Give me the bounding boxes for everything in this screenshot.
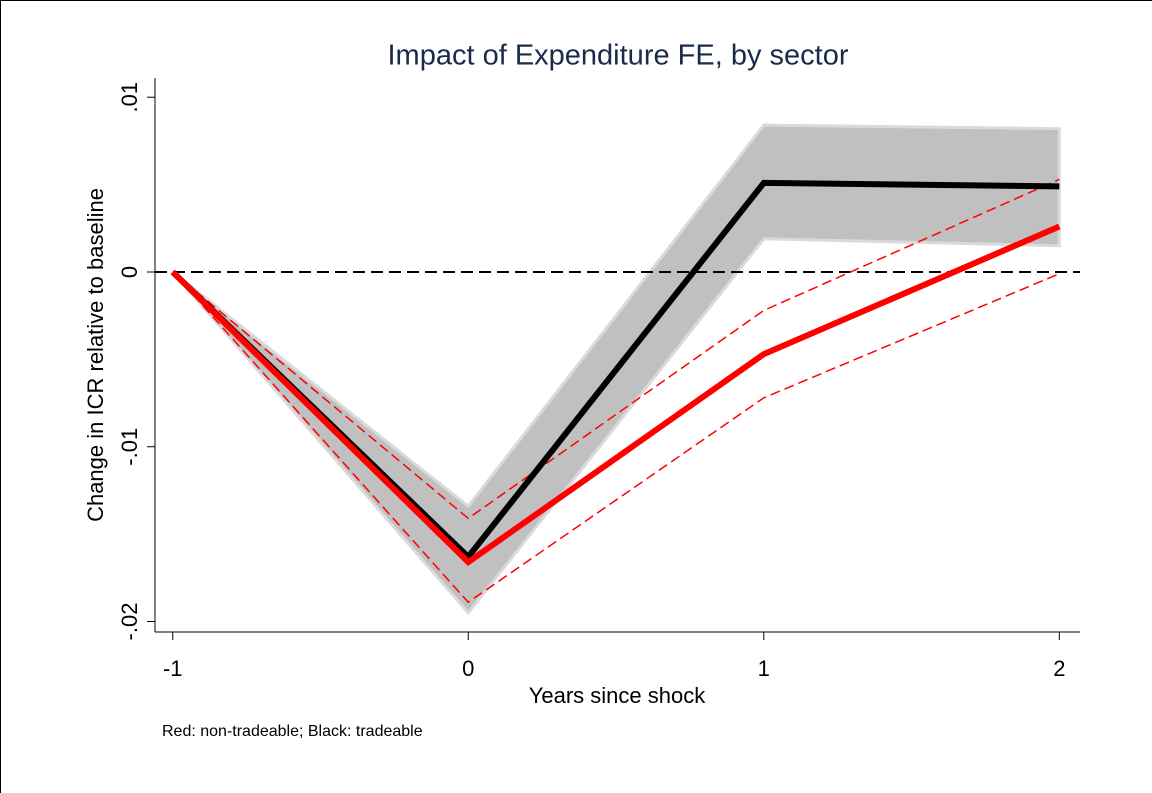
- x-tick-label: 1: [758, 656, 770, 681]
- y-tick-label: .01: [117, 82, 142, 113]
- ci-line: [172, 178, 1060, 520]
- note: Red: non-tradeable; Black: tradeable: [162, 723, 423, 740]
- y-axis-title: Change in ICR relative to baseline: [83, 188, 108, 522]
- x-tick-label: -1: [163, 656, 183, 681]
- chart-title: Impact of Expenditure FE, by sector: [388, 40, 849, 72]
- ci-line: [172, 271, 1060, 604]
- series-line: [170, 223, 1061, 566]
- x-tick-label: 2: [1053, 656, 1065, 681]
- y-tick-label: -.02: [117, 603, 142, 641]
- y-tick-label: -.01: [117, 428, 142, 466]
- x-axis-title: Years since shock: [529, 683, 707, 708]
- x-tick-label: 0: [462, 656, 474, 681]
- y-tick-label: 0: [117, 266, 142, 278]
